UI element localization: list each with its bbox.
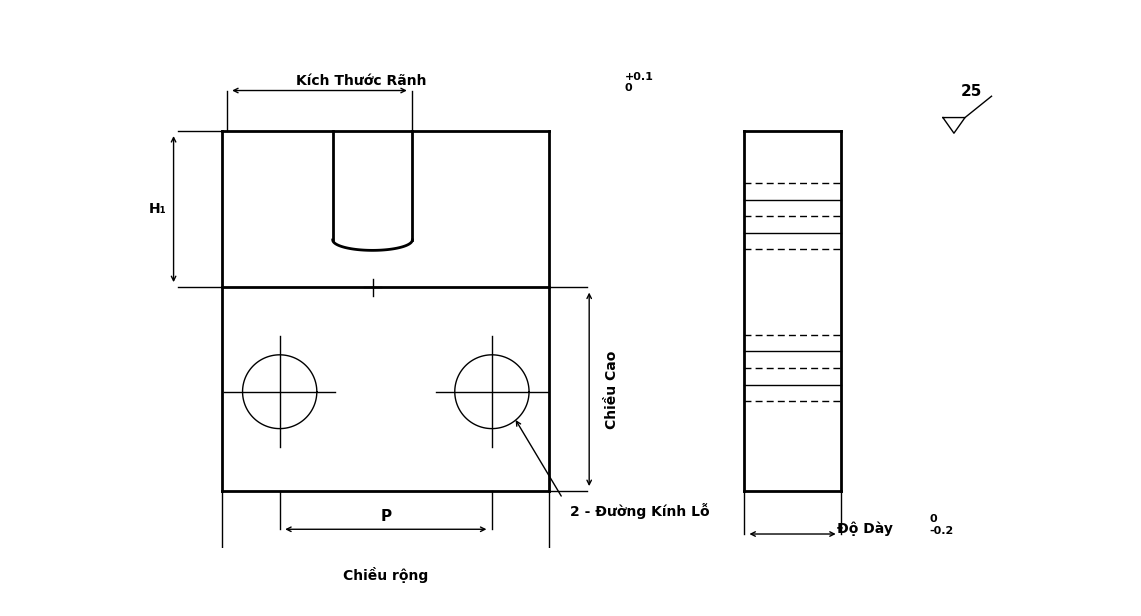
Text: -0.2: -0.2	[930, 527, 954, 537]
Text: H₁: H₁	[148, 202, 167, 216]
Text: 0: 0	[930, 514, 937, 524]
Text: Chiều Cao: Chiều Cao	[605, 350, 620, 429]
Text: P: P	[380, 509, 391, 524]
Text: Chiều rộng: Chiều rộng	[343, 567, 428, 583]
Text: 0: 0	[624, 83, 632, 93]
Text: +0.1: +0.1	[624, 72, 654, 82]
Text: Độ Dày: Độ Dày	[836, 521, 892, 535]
Text: 2 - Đường Kính Lỗ: 2 - Đường Kính Lỗ	[569, 503, 710, 519]
Text: 25: 25	[961, 84, 982, 99]
Text: Kích Thước Rãnh: Kích Thước Rãnh	[297, 74, 427, 88]
